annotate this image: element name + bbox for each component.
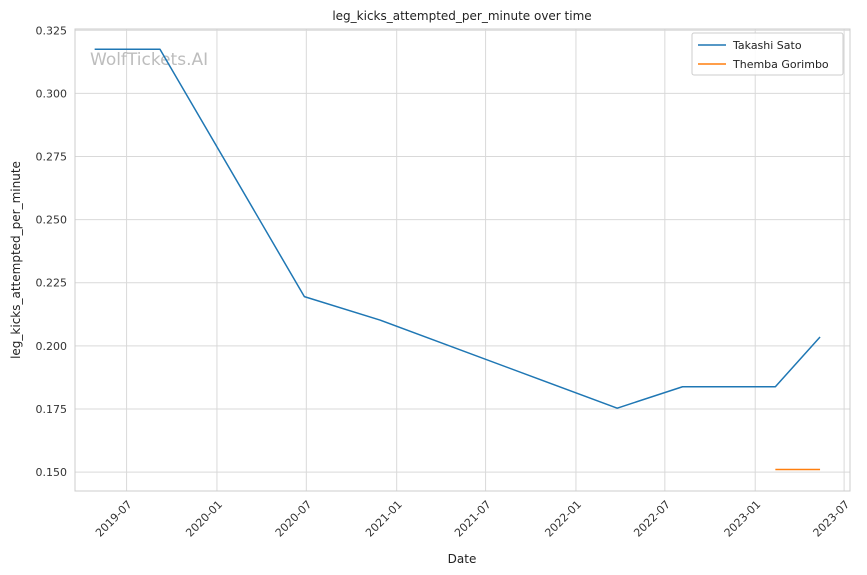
x-tick-label: 2023-07 [811, 498, 853, 540]
x-tick-label: 2020-01 [183, 498, 225, 540]
y-gridlines [75, 29, 850, 473]
series-line-0 [94, 48, 821, 409]
legend-box [691, 32, 844, 76]
x-tick-label: 2021-07 [452, 498, 494, 540]
x-tick-label: 2023-01 [722, 498, 764, 540]
legend-label-0: Takashi Sato [732, 39, 802, 52]
y-tick-label: 0.325 [36, 24, 68, 37]
x-tick-labels: 2019-07 2020-01 2020-07 2021-01 2021-07 2022-… [93, 498, 852, 540]
y-tick-label: 0.300 [36, 87, 68, 100]
x-tick-label: 2022-01 [542, 498, 584, 540]
x-gridlines [126, 29, 845, 491]
y-tick-label: 0.150 [36, 466, 68, 479]
y-tick-label: 0.200 [36, 340, 68, 353]
series-layer [94, 48, 821, 471]
y-tick-label: 0.225 [36, 277, 68, 290]
y-axis-title: leg_kicks_attempted_per_minute [9, 161, 23, 359]
x-tick-label: 2019-07 [93, 498, 135, 540]
legend: Takashi Sato Themba Gorimbo [691, 32, 844, 76]
y-tick-label: 0.250 [36, 214, 68, 227]
x-tick-label: 2021-01 [363, 498, 405, 540]
y-tick-labels: 0.150 0.175 0.200 0.225 0.250 0.275 0.300 0.325 [36, 24, 68, 479]
y-tick-label: 0.275 [36, 150, 68, 163]
y-tick-label: 0.175 [36, 403, 68, 416]
plot-frame [74, 28, 851, 492]
x-axis-title: Date [448, 552, 477, 566]
watermark: WolfTickets.AI [90, 50, 208, 70]
legend-label-1: Themba Gorimbo [732, 58, 829, 71]
x-tick-label: 2022-07 [631, 498, 673, 540]
chart-title: leg_kicks_attempted_per_minute over time [332, 9, 591, 23]
x-tick-label: 2020-07 [273, 498, 315, 540]
